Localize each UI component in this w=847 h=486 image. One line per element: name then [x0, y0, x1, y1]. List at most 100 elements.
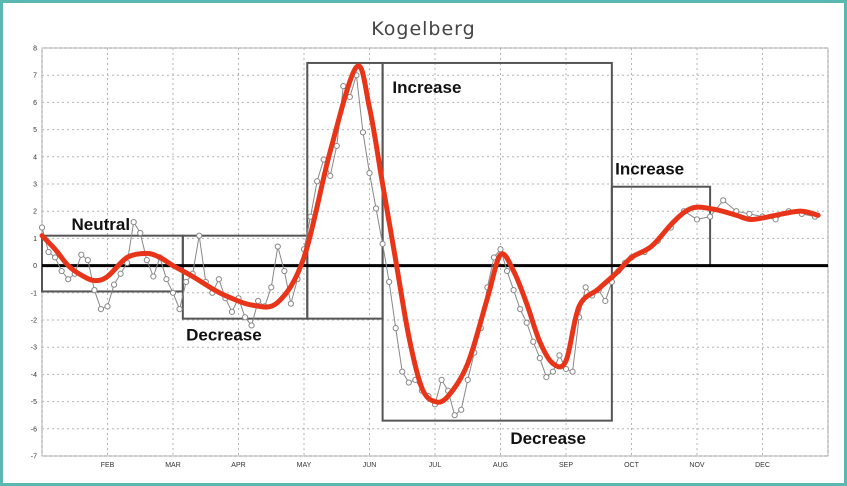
observed-point [399, 368, 406, 375]
smoothed-series-line [39, 63, 821, 405]
observed-point [372, 205, 380, 212]
observed-point [196, 232, 203, 239]
observed-point [287, 300, 294, 307]
chart-title: Kogelberg [371, 18, 476, 40]
observed-point [543, 374, 550, 381]
observed-point [366, 170, 373, 177]
observed-point [176, 306, 183, 313]
y-tick-label: 6 [33, 100, 37, 107]
observed-point [379, 240, 386, 247]
grid [41, 47, 829, 457]
observed-point [45, 248, 52, 256]
x-tick-label: MAR [165, 462, 181, 469]
observed-point [549, 368, 557, 375]
observed-point [569, 368, 576, 375]
observed-point [707, 213, 714, 220]
observed-point [268, 284, 275, 291]
observed-point [130, 218, 137, 226]
x-tick-label: OCT [624, 462, 640, 469]
x-tick-label: AUG [493, 462, 508, 469]
x-tick-label: FEB [101, 462, 115, 469]
observed-point [91, 286, 98, 294]
y-tick-labels: 8 7 6 5 4 3 2 1 0 -1 -2 -3 -4 -5 -6 -7 [31, 46, 37, 461]
annotation-label: Increase [615, 159, 684, 178]
annotation-label: Neutral [71, 215, 130, 234]
observed-point [510, 286, 517, 294]
observed-point [248, 322, 255, 329]
observed-point [241, 314, 249, 321]
observed-point [746, 210, 753, 218]
x-tick-label: JUL [429, 462, 442, 469]
y-tick-label: -6 [31, 426, 37, 433]
y-tick-label: -7 [31, 454, 37, 461]
y-tick-label: 2 [33, 209, 37, 216]
y-tick-label: -1 [31, 290, 37, 297]
observed-point [65, 276, 72, 283]
observed-point [58, 267, 65, 275]
x-tick-label: APR [231, 462, 245, 469]
observed-point [255, 297, 262, 305]
observed-point [562, 365, 570, 373]
observed-point [228, 308, 236, 315]
annotation-label: Decrease [186, 325, 262, 344]
observed-point [314, 178, 321, 185]
x-tick-label: DEC [755, 462, 770, 469]
annotation-labels: Neutral Decrease Increase Decrease Increase [71, 78, 684, 448]
x-tick-label: JUN [363, 462, 377, 469]
observed-point [97, 306, 105, 313]
observed-point [38, 224, 46, 231]
y-tick-label: 4 [33, 154, 37, 161]
observed-point [143, 257, 150, 264]
y-tick-label: 0 [33, 263, 37, 270]
observed-point [530, 338, 537, 345]
annotation-label: Decrease [510, 429, 586, 448]
observed-point [392, 325, 399, 332]
x-tick-label: MAY [297, 462, 312, 469]
observed-point [137, 229, 144, 237]
y-tick-label: 1 [33, 236, 37, 243]
observed-point [720, 197, 727, 204]
observed-point [517, 306, 524, 313]
observed-point [150, 273, 157, 280]
observed-point [464, 376, 471, 383]
observed-point [110, 281, 118, 288]
observed-point [281, 267, 288, 275]
observed-point [333, 142, 340, 150]
y-tick-label: -5 [31, 399, 37, 406]
observed-point [84, 257, 91, 264]
y-tick-label: -3 [31, 345, 37, 352]
observed-point [215, 276, 222, 283]
y-tick-label: -2 [31, 318, 37, 325]
observed-point [52, 254, 59, 261]
observed-point [78, 251, 85, 258]
observed-point [503, 267, 511, 275]
y-tick-label: -4 [31, 372, 37, 379]
y-tick-label: 7 [33, 73, 37, 80]
observed-point [169, 289, 177, 296]
x-tick-label: SEP [559, 462, 573, 469]
y-tick-label: 3 [33, 182, 37, 189]
observed-point [523, 319, 530, 326]
y-tick-label: 8 [33, 46, 37, 53]
observed-point [183, 278, 190, 286]
y-tick-label: 5 [33, 127, 37, 134]
observed-point [274, 243, 281, 250]
observed-point [386, 278, 393, 286]
observed-point [497, 246, 504, 253]
observed-point [327, 172, 334, 179]
observed-point [117, 270, 124, 277]
annotation-label: Increase [392, 78, 461, 97]
observed-point [582, 284, 589, 291]
x-tick-label: NOV [689, 462, 705, 469]
observed-point [163, 276, 170, 283]
observed-point [693, 216, 701, 223]
observed-point [556, 352, 563, 359]
observed-point [104, 303, 111, 310]
observed-point [438, 376, 445, 383]
observed-point [359, 129, 367, 136]
x-tick-labels: FEB MAR APR MAY JUN JUL AUG SEP OCT NOV DEC [101, 462, 770, 469]
observed-point [536, 354, 543, 362]
observed-point [458, 406, 465, 413]
observed-point [451, 412, 458, 419]
